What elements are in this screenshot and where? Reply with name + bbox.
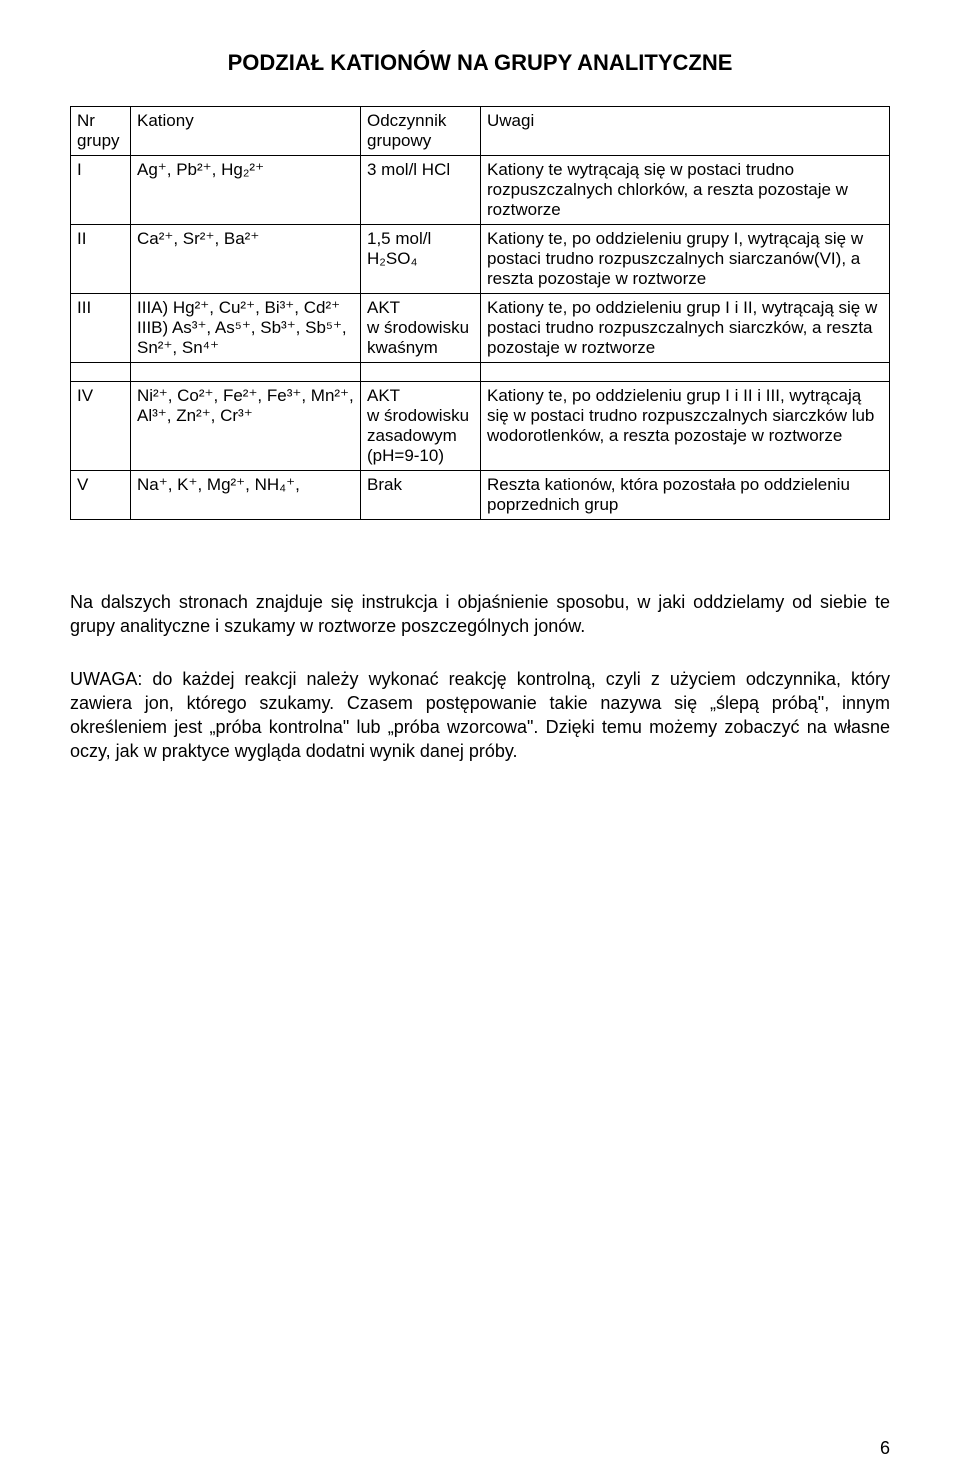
table-spacer [71, 363, 890, 382]
paragraph-warning: UWAGA: do każdej reakcji należy wykonać … [70, 667, 890, 764]
cell-kationy: Ni²⁺, Co²⁺, Fe²⁺, Fe³⁺, Mn²⁺, Al³⁺, Zn²⁺… [131, 382, 361, 471]
cell-uwagi: Kationy te, po oddzieleniu grup I i II, … [481, 294, 890, 363]
cell-nr: IV [71, 382, 131, 471]
page-title: PODZIAŁ KATIONÓW NA GRUPY ANALITYCZNE [70, 50, 890, 76]
cell-uwagi: Kationy te wytrącają się w postaci trudn… [481, 156, 890, 225]
cation-groups-table: Nr grupy Kationy Odczynnik grupowy Uwagi… [70, 106, 890, 520]
table-row: I Ag⁺, Pb²⁺, Hg₂²⁺ 3 mol/l HCl Kationy t… [71, 156, 890, 225]
page-number: 6 [880, 1438, 890, 1459]
table-row: IV Ni²⁺, Co²⁺, Fe²⁺, Fe³⁺, Mn²⁺, Al³⁺, Z… [71, 382, 890, 471]
cell-nr: III [71, 294, 131, 363]
paragraph-instructions: Na dalszych stronach znajduje się instru… [70, 590, 890, 639]
cell-nr: II [71, 225, 131, 294]
document-page: PODZIAŁ KATIONÓW NA GRUPY ANALITYCZNE Nr… [0, 0, 960, 1479]
cell-kationy: Ag⁺, Pb²⁺, Hg₂²⁺ [131, 156, 361, 225]
header-kationy: Kationy [131, 107, 361, 156]
table-header-row: Nr grupy Kationy Odczynnik grupowy Uwagi [71, 107, 890, 156]
cell-odczynnik: AKT w środowisku zasadowym (pH=9-10) [361, 382, 481, 471]
cell-uwagi: Kationy te, po oddzieleniu grup I i II i… [481, 382, 890, 471]
cell-nr: V [71, 471, 131, 520]
cell-odczynnik: 3 mol/l HCl [361, 156, 481, 225]
cell-uwagi: Kationy te, po oddzieleniu grupy I, wytr… [481, 225, 890, 294]
table-row: V Na⁺, K⁺, Mg²⁺, NH₄⁺, Brak Reszta katio… [71, 471, 890, 520]
cell-kationy: Na⁺, K⁺, Mg²⁺, NH₄⁺, [131, 471, 361, 520]
header-uwagi: Uwagi [481, 107, 890, 156]
cell-uwagi: Reszta kationów, która pozostała po oddz… [481, 471, 890, 520]
cell-odczynnik: AKT w środowisku kwaśnym [361, 294, 481, 363]
table-row: II Ca²⁺, Sr²⁺, Ba²⁺ 1,5 mol/l H₂SO₄ Kati… [71, 225, 890, 294]
header-nr: Nr grupy [71, 107, 131, 156]
cell-odczynnik: 1,5 mol/l H₂SO₄ [361, 225, 481, 294]
header-odczynnik: Odczynnik grupowy [361, 107, 481, 156]
cell-kationy: IIIA) Hg²⁺, Cu²⁺, Bi³⁺, Cd²⁺ IIIB) As³⁺,… [131, 294, 361, 363]
cell-odczynnik: Brak [361, 471, 481, 520]
cell-nr: I [71, 156, 131, 225]
table-row: III IIIA) Hg²⁺, Cu²⁺, Bi³⁺, Cd²⁺ IIIB) A… [71, 294, 890, 363]
cell-kationy: Ca²⁺, Sr²⁺, Ba²⁺ [131, 225, 361, 294]
